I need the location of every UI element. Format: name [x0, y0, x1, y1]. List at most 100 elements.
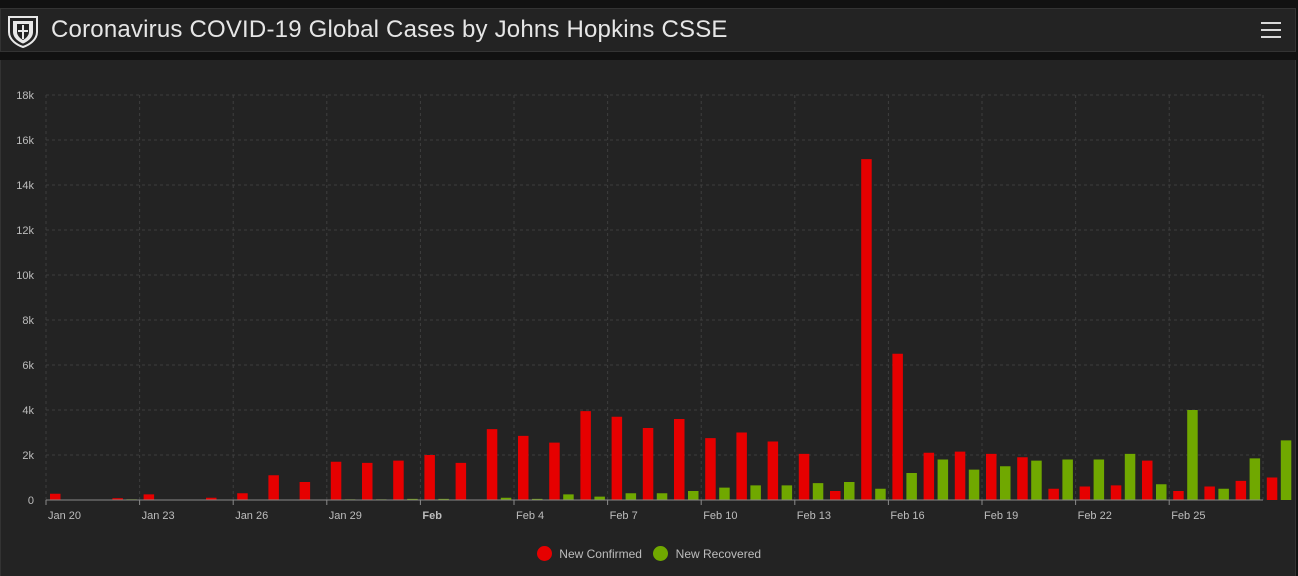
bar-new-recovered	[719, 487, 730, 500]
bar-new-recovered	[781, 485, 793, 500]
bar-new-confirmed	[112, 498, 123, 500]
x-tick-label: Jan 23	[142, 510, 175, 522]
bar-new-confirmed	[767, 441, 779, 500]
bar-new-confirmed	[986, 453, 997, 500]
app-header: Coronavirus COVID-19 Global Cases by Joh…	[0, 8, 1296, 52]
bar-new-recovered	[1280, 440, 1292, 500]
bar-new-recovered	[532, 498, 543, 500]
menu-bar-middle	[1261, 29, 1281, 31]
red-dot-icon	[536, 546, 552, 562]
bar-new-confirmed	[299, 482, 311, 500]
y-tick-label: 12k	[16, 225, 34, 237]
chart-legend: New Confirmed New Recovered	[1, 546, 1297, 562]
bar-new-recovered	[500, 497, 512, 500]
bar-new-confirmed	[736, 432, 747, 500]
legend-item-confirmed[interactable]: New Confirmed	[536, 546, 642, 562]
bar-new-confirmed	[50, 493, 61, 500]
bar-new-recovered	[1062, 459, 1073, 500]
x-tick-label: Feb 10	[703, 510, 737, 522]
legend-item-recovered[interactable]: New Recovered	[653, 546, 762, 562]
bar-new-confirmed	[611, 416, 623, 500]
x-tick-label: Feb 4	[516, 510, 544, 522]
bar-new-confirmed	[1048, 488, 1059, 500]
bar-new-recovered	[937, 459, 949, 500]
y-tick-label: 6k	[22, 360, 34, 372]
y-tick-label: 0	[28, 495, 34, 507]
bar-new-confirmed	[1142, 460, 1153, 500]
x-tick-label: Feb 25	[1171, 510, 1205, 522]
bar-new-confirmed	[923, 452, 935, 500]
bar-new-confirmed	[1079, 486, 1091, 500]
bar-new-confirmed	[580, 411, 591, 500]
green-dot-icon	[653, 546, 669, 562]
page-title: Coronavirus COVID-19 Global Cases by Joh…	[51, 16, 728, 43]
y-tick-label: 18k	[16, 90, 34, 102]
bar-new-recovered	[656, 493, 668, 500]
bar-new-confirmed	[518, 435, 529, 500]
x-tick-label: Feb 19	[984, 510, 1018, 522]
x-tick-label: Feb	[422, 510, 442, 522]
menu-bar-top	[1261, 22, 1281, 24]
bar-new-recovered	[563, 494, 574, 500]
x-tick-label: Feb 13	[797, 510, 831, 522]
bar-new-confirmed	[705, 438, 716, 500]
x-tick-label: Jan 20	[48, 510, 81, 522]
bar-new-confirmed	[1204, 486, 1215, 500]
hamburger-menu-button[interactable]	[1261, 20, 1283, 40]
bar-new-confirmed	[268, 475, 279, 500]
legend-label-confirmed: New Confirmed	[559, 546, 642, 561]
university-shield-icon	[8, 16, 38, 48]
x-tick-label: Jan 29	[329, 510, 362, 522]
bar-new-confirmed	[330, 461, 342, 500]
bar-new-confirmed	[549, 442, 560, 500]
bar-new-confirmed	[393, 460, 404, 500]
y-tick-label: 2k	[22, 450, 34, 462]
bar-new-confirmed	[798, 453, 810, 500]
bar-new-recovered	[407, 498, 418, 500]
bar-new-confirmed	[143, 494, 155, 500]
bar-new-recovered	[906, 473, 917, 500]
bar-new-confirmed	[892, 353, 903, 500]
bar-new-confirmed	[1173, 491, 1184, 500]
bar-new-confirmed	[861, 159, 872, 500]
legend-label-recovered: New Recovered	[675, 546, 762, 561]
y-tick-label: 10k	[16, 270, 34, 282]
bar-new-confirmed	[1266, 477, 1278, 500]
bar-new-recovered	[875, 488, 886, 500]
bar-new-confirmed	[1017, 457, 1028, 500]
bar-new-recovered	[1249, 458, 1261, 500]
y-tick-label: 14k	[16, 180, 34, 192]
x-tick-label: Feb 7	[610, 510, 638, 522]
bar-new-recovered	[844, 482, 855, 500]
bar-new-recovered	[594, 496, 605, 500]
bar-new-recovered	[1124, 453, 1136, 500]
bar-new-confirmed	[486, 429, 498, 500]
chart-panel: 0 2k 4k 6k 8k 10k 12k 14k 16k 18k Jan 20 Jan 23 Jan …	[0, 60, 1296, 576]
bar-new-confirmed	[1235, 480, 1247, 500]
x-tick-label: Jan 26	[235, 510, 268, 522]
bar-new-recovered	[438, 498, 449, 500]
daily-cases-bar-chart: 0 2k 4k 6k 8k 10k 12k 14k 16k 18k Jan 20 Jan 23 Jan …	[16, 90, 1292, 522]
bar-new-confirmed	[424, 455, 435, 500]
bar-new-recovered	[1218, 488, 1229, 500]
bar-new-confirmed	[830, 491, 841, 500]
bar-new-confirmed	[954, 451, 966, 500]
y-tick-label: 8k	[22, 315, 34, 327]
x-tick-label: Feb 16	[890, 510, 924, 522]
menu-bar-bottom	[1261, 36, 1281, 38]
y-tick-label: 16k	[16, 135, 34, 147]
bar-new-confirmed	[1110, 485, 1122, 500]
bar-new-confirmed	[642, 428, 654, 500]
bar-new-recovered	[625, 493, 637, 500]
bar-new-recovered	[812, 483, 824, 500]
bar-new-recovered	[750, 485, 761, 500]
bar-new-recovered	[968, 469, 980, 500]
bar-new-confirmed	[237, 493, 248, 500]
bar-new-confirmed	[455, 462, 467, 500]
bar-new-confirmed	[362, 462, 373, 500]
bar-new-recovered	[688, 491, 699, 500]
bar-new-confirmed	[674, 419, 685, 500]
bar-new-recovered	[1187, 410, 1198, 500]
x-tick-label: Feb 22	[1078, 510, 1112, 522]
bar-new-recovered	[1031, 460, 1042, 500]
